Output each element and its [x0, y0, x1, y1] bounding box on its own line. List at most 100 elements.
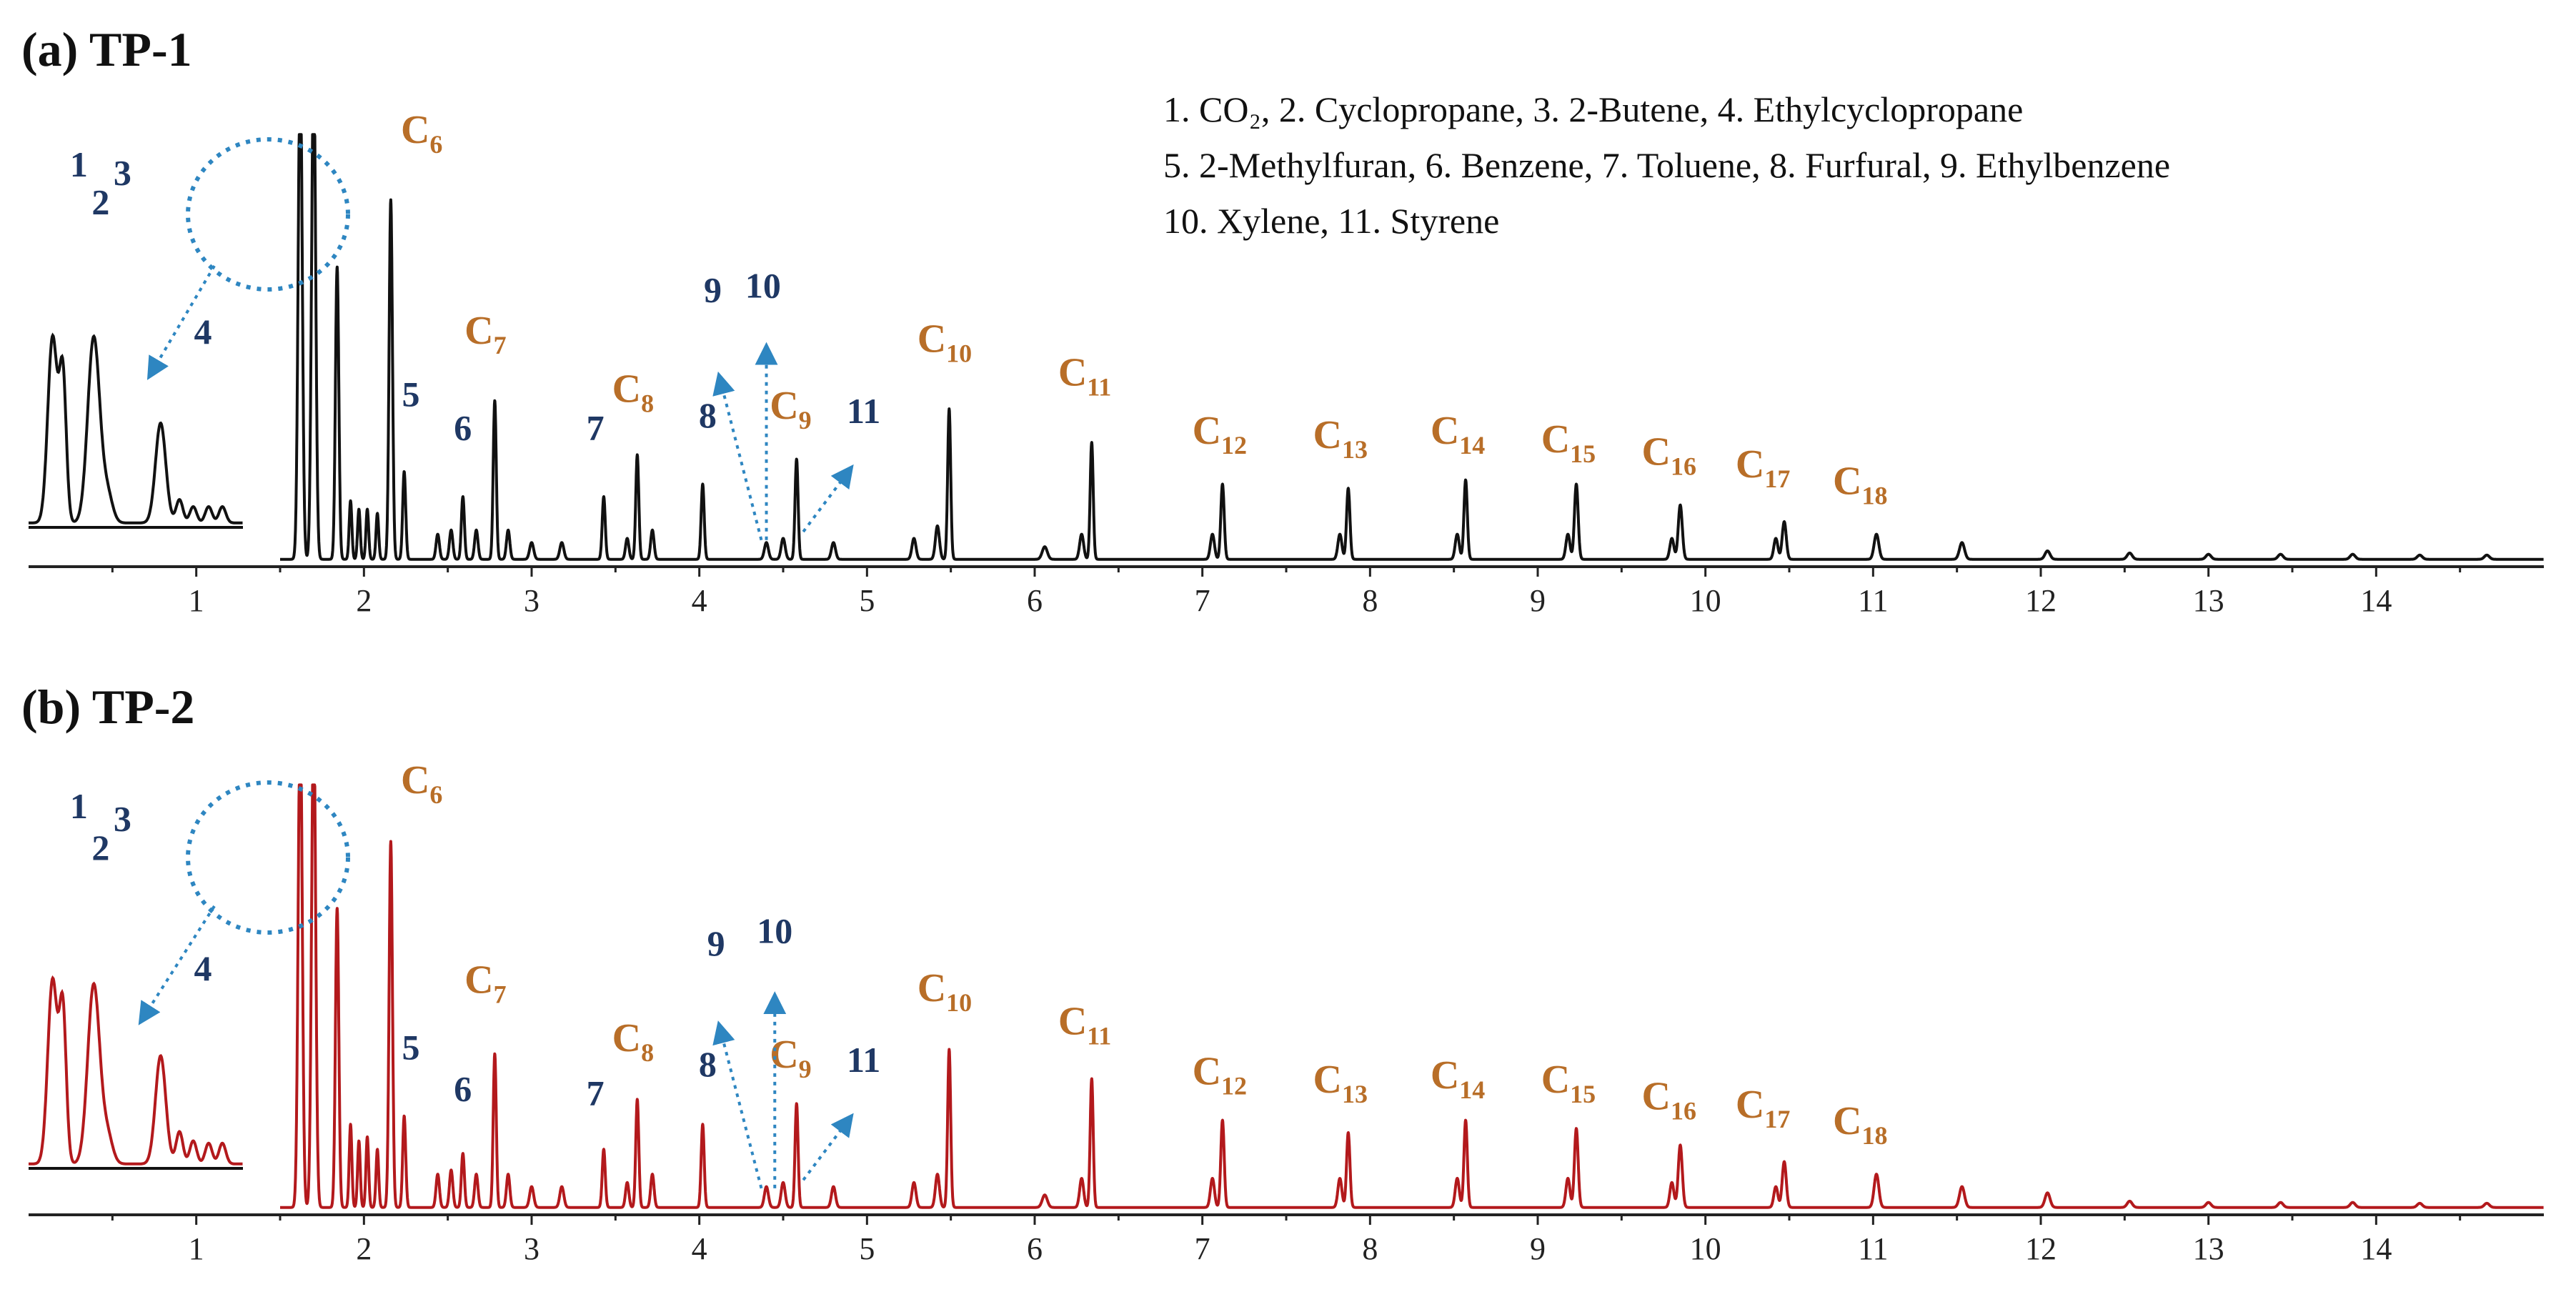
x-tick-label-a: 13 [2193, 583, 2224, 618]
x-tick-label-a: 11 [1858, 583, 1888, 618]
compound-label-a: 11 [847, 391, 880, 431]
x-tick-label-b: 10 [1690, 1231, 1721, 1266]
carbon-label-b: C6 [401, 758, 442, 809]
carbon-label-b: C11 [1058, 1000, 1111, 1050]
compound-label-b: 2 [91, 828, 109, 868]
x-tick-label-a: 7 [1195, 583, 1210, 618]
carbon-label-a: C6 [401, 108, 442, 159]
carbon-label-a: C14 [1431, 409, 1485, 459]
compound-label-a: 3 [114, 153, 131, 193]
carbon-label-a: C12 [1193, 409, 1247, 459]
panel-a-x-axis: 1 2 3 4 5 6 7 8 9 10 11 12 13 14 [29, 565, 2544, 618]
carbon-label-b: C7 [464, 958, 506, 1008]
compound-label-a: 8 [699, 395, 717, 435]
x-tick-label-a: 10 [1690, 583, 1721, 618]
carbon-label-b: C12 [1193, 1049, 1247, 1100]
x-tick-label-a: 9 [1530, 583, 1546, 618]
compound-label-b: 6 [454, 1069, 472, 1109]
series-line-a [279, 133, 2545, 561]
panel-b-inset [29, 975, 243, 1170]
carbon-label-a: C15 [1541, 417, 1596, 468]
x-tick-label-b: 9 [1530, 1231, 1546, 1266]
x-tick-label-b: 13 [2193, 1231, 2224, 1266]
x-tick-label-a: 12 [2025, 583, 2057, 618]
x-tick-label-a: 3 [524, 583, 539, 618]
compound-label-a: 2 [91, 182, 109, 222]
carbon-label-b: C14 [1431, 1053, 1485, 1104]
compound-label-a: 7 [587, 407, 605, 447]
x-tick-label-a: 8 [1362, 583, 1378, 618]
compound-label-b: 8 [699, 1044, 717, 1084]
compound-label-b: 11 [847, 1040, 880, 1080]
compound-arrow-b [802, 1113, 854, 1181]
carbon-label-a: C11 [1058, 350, 1111, 401]
panel-a-annotations: 123 4 56 7 8 9 10 11 C6 C7 C8 C9 C10 C11 C12 C13 C14 C15 C… [70, 108, 1887, 541]
x-tick-label-b: 7 [1195, 1231, 1210, 1266]
x-tick-label-b: 6 [1027, 1231, 1043, 1266]
panel-a: (a) TP-1 1. CO₂, 2. Cyclopropane, 3. 2-B… [21, 22, 2545, 618]
panel-b-title: (b) TP-2 [21, 680, 194, 734]
carbon-label-b: C17 [1736, 1083, 1790, 1133]
x-tick-label-a: 2 [356, 583, 372, 618]
compound-label-a: 10 [745, 265, 781, 305]
carbon-label-a: C13 [1313, 413, 1368, 464]
carbon-label-a: C9 [770, 384, 811, 434]
x-tick-label-a: 14 [2360, 583, 2392, 618]
carbon-label-b: C8 [612, 1016, 654, 1067]
compound-label-b: 9 [707, 923, 725, 963]
legend-line-3: 10. Xylene, 11. Styrene [1163, 201, 1499, 241]
carbon-label-b: C10 [917, 966, 972, 1017]
compound-label-b: 5 [402, 1027, 420, 1067]
inset-line-a [29, 332, 243, 525]
carbon-label-a: C10 [917, 317, 972, 368]
compound-label-b: 4 [194, 948, 212, 988]
x-tick-label-b: 8 [1362, 1231, 1378, 1266]
x-tick-label-b: 1 [189, 1231, 204, 1266]
carbon-label-b: C18 [1833, 1099, 1887, 1150]
carbon-label-a: C8 [612, 367, 654, 418]
x-tick-label-b: 11 [1858, 1231, 1888, 1266]
x-tick-label-b: 2 [356, 1231, 372, 1266]
carbon-label-a: C18 [1833, 459, 1887, 510]
carbon-label-b: C13 [1313, 1058, 1368, 1108]
x-tick-label-b: 3 [524, 1231, 539, 1266]
compound-label-a: 6 [454, 407, 472, 447]
legend-line-1: 1. CO₂, 2. Cyclopropane, 3. 2-Butene, 4.… [1163, 89, 2023, 129]
compound-label-b: 7 [587, 1073, 605, 1113]
panel-a-trace [279, 133, 2545, 561]
carbon-label-b: C15 [1541, 1058, 1596, 1108]
series-line-b [279, 783, 2545, 1209]
compound-label-a: 9 [704, 269, 722, 309]
compound-label-a: 4 [194, 312, 212, 352]
zoom-circle-b [186, 780, 350, 935]
compound-arrow-a [802, 464, 854, 533]
compound-arrow-b [712, 1020, 763, 1189]
carbon-label-a: C17 [1736, 442, 1790, 493]
compound-label-b: 1 [70, 786, 88, 826]
x-tick-label-b: 4 [692, 1231, 707, 1266]
carbon-label-a: C7 [464, 309, 506, 359]
legend-line-2: 5. 2-Methylfuran, 6. Benzene, 7. Toluene… [1163, 145, 2170, 185]
x-tick-label-a: 1 [189, 583, 204, 618]
compound-label-a: 5 [402, 374, 420, 414]
panel-b-x-axis: 1 2 3 4 5 6 7 8 9 10 11 12 13 14 [29, 1213, 2544, 1266]
panel-a-title: (a) TP-1 [21, 22, 192, 76]
x-tick-label-b: 5 [859, 1231, 875, 1266]
inset-line-b [29, 975, 243, 1166]
panel-b-trace [279, 783, 2545, 1209]
x-tick-label-a: 6 [1027, 583, 1043, 618]
x-tick-label-a: 4 [692, 583, 707, 618]
compound-label-b: 3 [114, 798, 131, 838]
x-tick-label-a: 5 [859, 583, 875, 618]
carbon-label-b: C16 [1641, 1074, 1696, 1125]
carbon-label-a: C16 [1641, 429, 1696, 480]
zoom-arrow-b [138, 905, 216, 1025]
zoom-arrow-a [146, 264, 216, 380]
x-tick-label-b: 14 [2360, 1231, 2392, 1266]
compound-label-b: 10 [757, 911, 792, 951]
x-tick-label-b: 12 [2025, 1231, 2057, 1266]
compound-arrow-a [712, 371, 763, 541]
